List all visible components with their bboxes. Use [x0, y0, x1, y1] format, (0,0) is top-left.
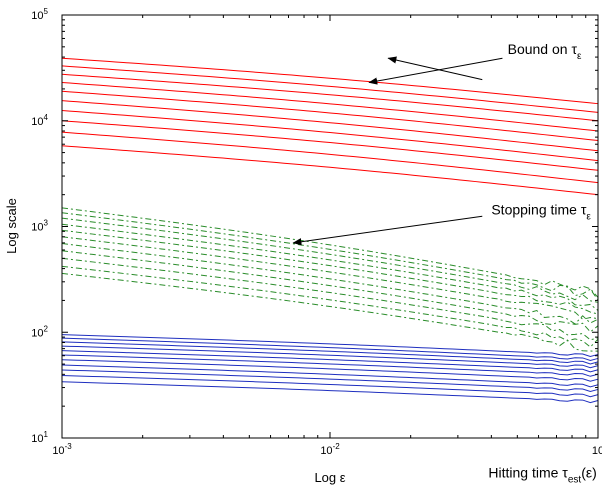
- y-tick-label: 103: [31, 219, 48, 234]
- stopping-curve: [61, 265, 599, 348]
- stopping-curve: [61, 243, 599, 325]
- stopping-curve: [61, 229, 599, 315]
- bound-curve: [61, 110, 599, 162]
- bound-curve: [61, 120, 599, 171]
- bound-curve: [61, 82, 599, 132]
- stopping-curves: [61, 207, 599, 352]
- hitting-curve: [61, 369, 599, 393]
- stopping-curve: [61, 217, 599, 303]
- plot-lines: [61, 57, 599, 404]
- bound-curve: [61, 90, 599, 142]
- hitting-curves: [61, 334, 599, 404]
- bound-annotation-label: Bound on τε: [508, 41, 582, 62]
- bound-curve: [61, 65, 599, 113]
- stopping-annotation-label: Stopping time τε: [491, 201, 591, 222]
- x-tick-label: 10: [592, 445, 602, 457]
- stopping-curve: [61, 236, 599, 320]
- bound-curve: [61, 100, 599, 152]
- stopping-curve: [61, 223, 599, 311]
- hitting-curve: [61, 334, 599, 358]
- annotations: Bound on τε Stopping time τε Hitting time …: [292, 41, 597, 486]
- y-tick-label: 105: [31, 7, 48, 22]
- stopping-curve: [61, 257, 599, 341]
- hitting-curve: [61, 354, 599, 377]
- hitting-curve: [61, 374, 599, 398]
- stopping-curve: [61, 272, 599, 352]
- stopping-curve: [61, 250, 599, 333]
- x-tick-label: 10-2: [320, 442, 340, 457]
- x-axis-label: Log ε: [314, 470, 345, 485]
- bound-curve: [61, 57, 599, 105]
- hitting-curve: [61, 337, 599, 362]
- hitting-curve: [61, 350, 599, 373]
- hitting-curve: [61, 341, 599, 365]
- hitting-curve: [61, 364, 599, 388]
- bound-annotation-arrow: [368, 57, 503, 85]
- y-tick-label: 104: [31, 113, 48, 128]
- y-tick-label: 101: [31, 430, 48, 445]
- hitting-annotation-label: Hitting time τest(ε): [488, 465, 596, 486]
- bound-curve: [61, 145, 599, 196]
- hitting-curve: [61, 359, 599, 382]
- bound-curves: [61, 57, 599, 196]
- hitting-annotation-arrow: [387, 56, 483, 81]
- stopping-curve: [61, 212, 599, 301]
- hitting-curve: [61, 345, 599, 369]
- y-tick-label: 102: [31, 324, 48, 339]
- stopping-annotation-arrow: [292, 215, 483, 246]
- y-axis-label: Log scale: [4, 198, 19, 254]
- bound-curve: [61, 73, 599, 122]
- stopping-curve: [61, 207, 599, 298]
- hitting-curve: [61, 381, 599, 404]
- x-tick-label: 10-3: [52, 442, 72, 457]
- axis-ticks: 10-3 10-2 10 101 102 103 104 105: [31, 7, 602, 457]
- bound-curve: [61, 131, 599, 184]
